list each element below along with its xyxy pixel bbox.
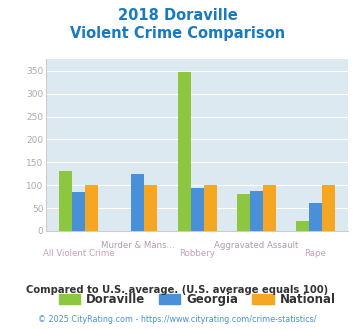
Text: Robbery: Robbery <box>179 249 215 258</box>
Text: Aggravated Assault: Aggravated Assault <box>214 241 299 250</box>
Bar <box>144 185 157 231</box>
Bar <box>178 72 191 231</box>
Text: Murder & Mans...: Murder & Mans... <box>101 241 175 250</box>
Legend: Doraville, Georgia, National: Doraville, Georgia, National <box>54 288 340 311</box>
Bar <box>263 185 276 231</box>
Bar <box>237 194 250 231</box>
Bar <box>191 188 203 231</box>
Bar <box>322 185 335 231</box>
Bar <box>72 192 85 231</box>
Text: Compared to U.S. average. (U.S. average equals 100): Compared to U.S. average. (U.S. average … <box>26 285 329 295</box>
Text: All Violent Crime: All Violent Crime <box>43 249 115 258</box>
Bar <box>131 174 144 231</box>
Bar <box>296 221 309 231</box>
Text: © 2025 CityRating.com - https://www.cityrating.com/crime-statistics/: © 2025 CityRating.com - https://www.city… <box>38 315 317 324</box>
Text: 2018 Doraville: 2018 Doraville <box>118 8 237 23</box>
Text: Rape: Rape <box>305 249 326 258</box>
Bar <box>309 203 322 231</box>
Bar <box>250 191 263 231</box>
Text: Violent Crime Comparison: Violent Crime Comparison <box>70 26 285 41</box>
Bar <box>203 185 217 231</box>
Bar <box>59 171 72 231</box>
Bar <box>85 185 98 231</box>
